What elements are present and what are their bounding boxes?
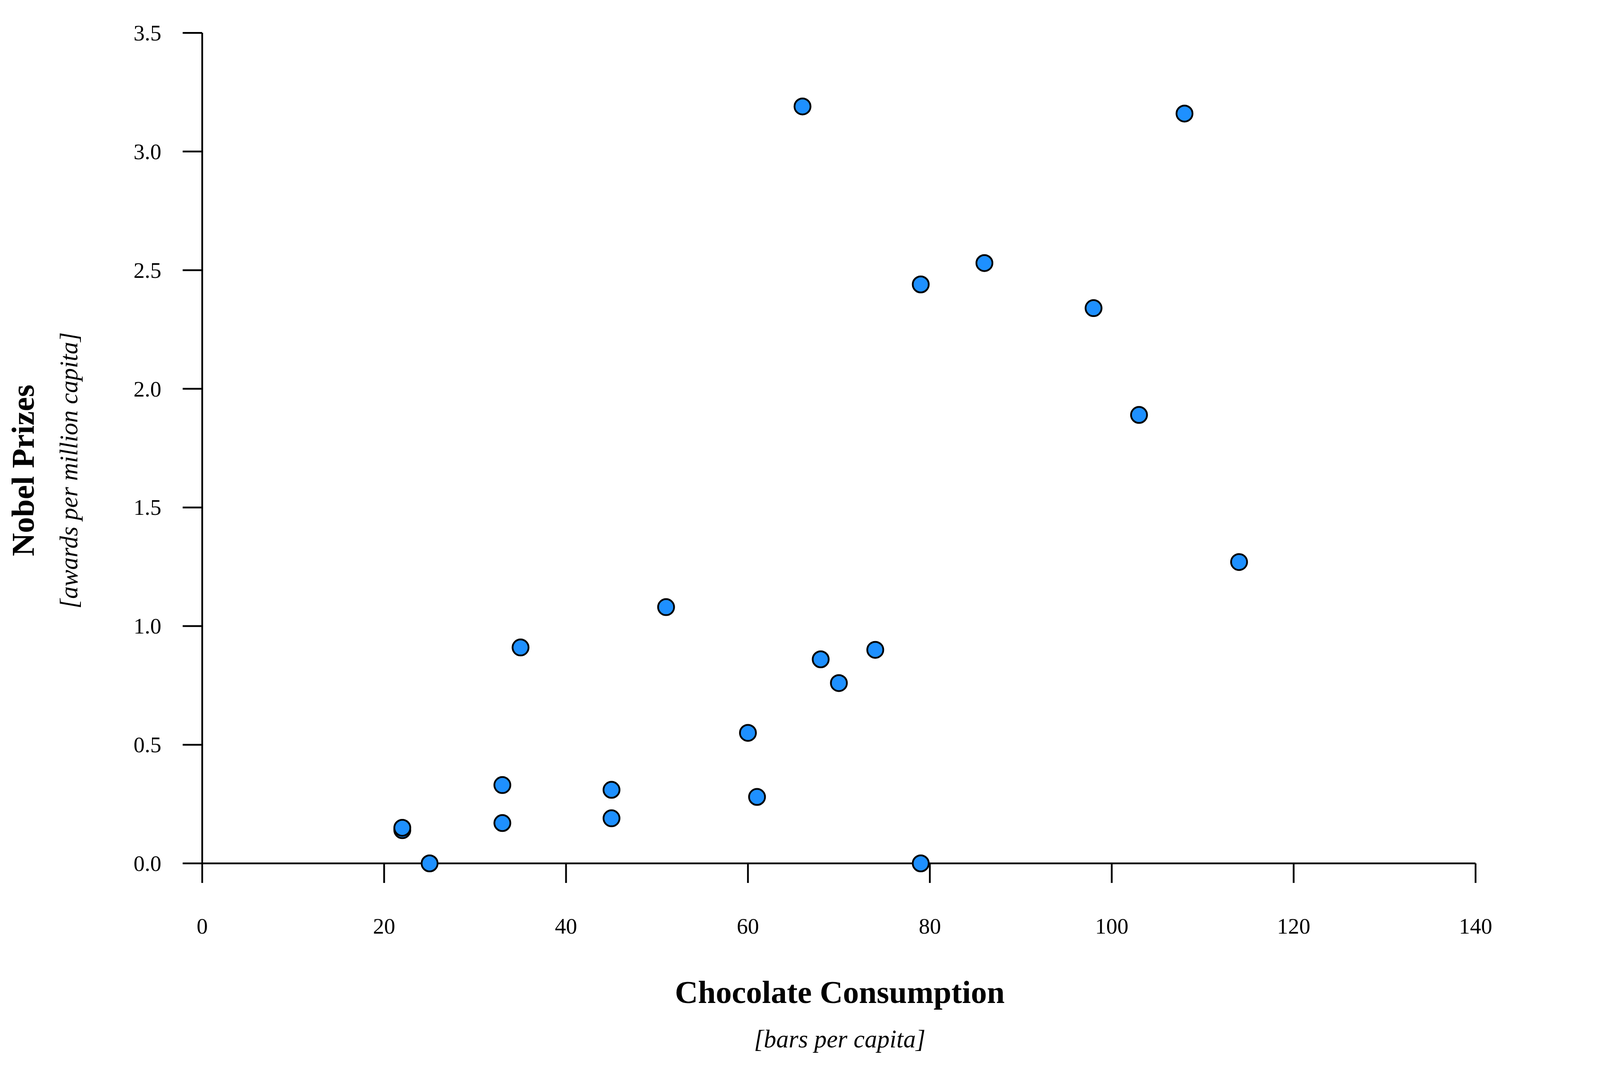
point [812, 651, 829, 668]
y-tick [182, 624, 203, 627]
point [1176, 105, 1193, 122]
point [394, 819, 411, 836]
point [1085, 300, 1102, 316]
x-tick [928, 863, 931, 883]
point [976, 255, 993, 272]
x-tick-label: 140 [1459, 913, 1493, 939]
x-tick-label: 20 [372, 913, 396, 939]
y-axis-title: Nobel Prizes [5, 384, 41, 556]
y-tick [182, 862, 203, 864]
y-tick [182, 388, 203, 390]
y-tick [182, 32, 203, 34]
point [512, 639, 529, 656]
x-axis-title: Chocolate Consumption [674, 974, 1005, 1010]
y-tick [182, 269, 203, 272]
chart: 0 20 40 60 80 100 120 140 0.0 0.5 1.0 1.5 2.0 2.5 3.0 3… [0, 0, 1600, 1067]
point [603, 810, 620, 827]
point [748, 788, 765, 805]
y-tick [182, 743, 203, 746]
point [912, 276, 929, 293]
x-tick [565, 863, 568, 883]
y-tick-label: 0.0 [133, 850, 162, 876]
y-tick-label: 3.5 [133, 20, 162, 46]
x-tick [1292, 863, 1295, 883]
y-tick [182, 506, 203, 508]
x-tick-label: 40 [555, 913, 578, 939]
y-tick [182, 150, 203, 153]
x-tick-label: 100 [1095, 913, 1129, 939]
point [831, 674, 848, 691]
y-tick-label: 2.5 [133, 257, 162, 283]
y-tick-label: 2.0 [133, 376, 162, 402]
x-tick-label: 120 [1276, 913, 1311, 939]
point [1131, 406, 1148, 423]
x-tick-label: 0 [196, 913, 208, 939]
y-tick-label: 1.5 [133, 494, 162, 520]
point [867, 641, 884, 658]
x-tick [383, 863, 385, 883]
points [394, 98, 1248, 872]
x-tick-label: 80 [918, 913, 941, 939]
x-tick [1474, 863, 1477, 883]
x-tick [1110, 863, 1113, 883]
point [421, 855, 438, 872]
y-tick-label: 0.5 [133, 732, 162, 757]
x-tick [747, 863, 749, 883]
y-axis [201, 32, 204, 864]
point [1231, 553, 1248, 570]
x-tick [201, 863, 204, 883]
x-axis-units: [bars per capita] [754, 1024, 926, 1053]
y-tick-label: 3.0 [133, 139, 162, 164]
point [494, 814, 511, 831]
y-tick-label: 1.0 [133, 613, 162, 639]
x-axis [202, 862, 1476, 864]
point [603, 781, 620, 798]
y-axis-units: [awards per million capita] [55, 332, 83, 609]
x-tick-label: 60 [736, 913, 760, 939]
point [658, 599, 675, 616]
point [740, 724, 756, 741]
point [494, 776, 511, 793]
point [912, 855, 929, 872]
point [794, 98, 811, 115]
